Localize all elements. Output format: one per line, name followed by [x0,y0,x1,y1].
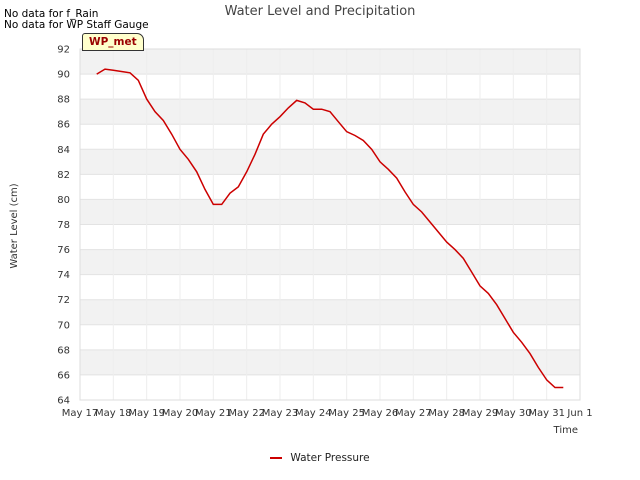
x-tick-label: May 20 [162,408,199,419]
x-tick-label: May 19 [128,408,165,419]
x-tick-label: May 29 [462,408,499,419]
x-tick-label: May 23 [262,408,299,419]
y-tick-label: 68 [57,345,70,356]
chart-title: Water Level and Precipitation [224,4,416,19]
y-tick-label: 84 [57,145,70,156]
x-tick-label: May 31 [528,408,565,419]
y-tick-label: 88 [57,95,70,106]
x-tick-label: May 25 [328,408,365,419]
plot-band [80,249,580,275]
plot-border [79,48,581,401]
plot-band [80,199,580,225]
x-tick-label: May 26 [362,408,399,419]
y-tick-label: 78 [57,220,70,231]
legend: Water Pressure [0,452,640,464]
y-tick-label: 70 [57,320,70,331]
y-axis-label: Water Level (cm) [9,183,20,268]
x-tick-label: May 22 [228,408,265,419]
no-data-note-rain: No data for f_Rain [4,8,99,20]
y-tick-label: 66 [57,370,70,381]
y-tick-label: 82 [57,170,70,181]
plot-band [80,49,580,75]
y-tick-labels: 64 66 68 70 72 74 76 78 80 82 84 86 88 90 92 [57,45,70,407]
x-axis-label: Time [553,425,578,436]
wp-met-badge: WP_met [82,33,144,51]
x-tick-label: May 27 [395,408,432,419]
x-tick-label: Jun 1 [566,408,592,419]
no-data-note-staff-gauge: No data for WP Staff Gauge [4,19,149,31]
x-tick-label: May 21 [195,408,232,419]
x-tick-label: May 24 [295,408,332,419]
y-tick-label: 90 [57,70,70,81]
plot-band [80,299,580,325]
y-tick-label: 92 [57,45,70,56]
plot-band [80,149,580,175]
y-tick-label: 76 [57,245,70,256]
y-tick-label: 64 [57,396,70,407]
plot-bands [80,49,580,375]
y-tick-label: 74 [57,270,70,281]
legend-label-water-pressure: Water Pressure [290,452,370,464]
x-tick-label: May 17 [62,408,99,419]
x-tick-label: May 28 [428,408,465,419]
y-tick-label: 80 [57,195,70,206]
x-tick-label: May 18 [95,408,132,419]
series-line-water-pressure [96,68,564,389]
plot-band [80,349,580,375]
x-tick-label: May 30 [495,408,532,419]
y-tick-label: 72 [57,295,70,306]
legend-swatch-water-pressure [270,457,283,459]
y-tick-label: 86 [57,120,70,131]
